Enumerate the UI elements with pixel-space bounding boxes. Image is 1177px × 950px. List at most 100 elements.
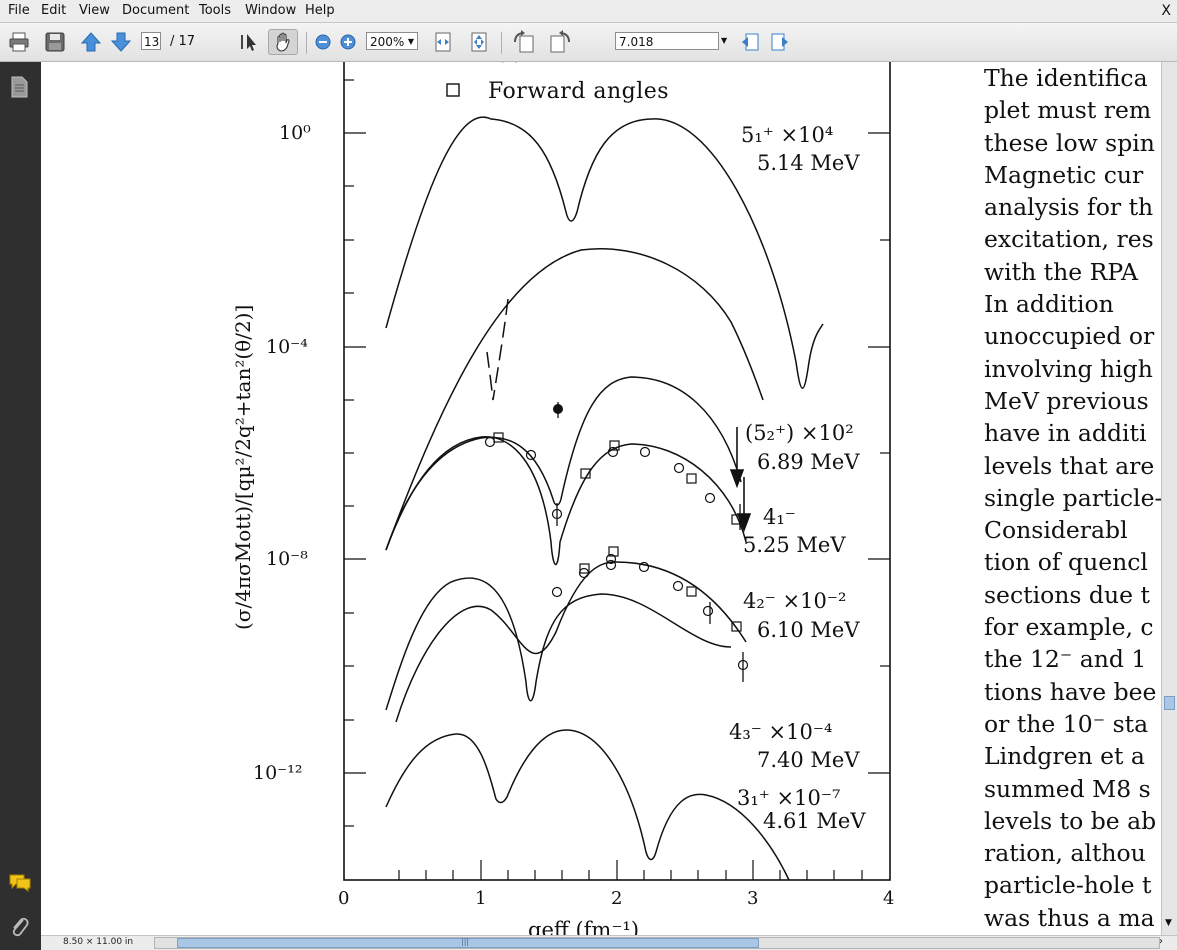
close-button[interactable]: X [1161, 3, 1171, 19]
text-line: sections due t [984, 580, 1150, 609]
search-input[interactable]: 7.018 [615, 32, 719, 50]
x-tick-label: 1 [475, 888, 486, 909]
figure: 10⁰ 10⁻⁴ 10⁻⁸ 10⁻¹² 0 1 2 3 4 qeff (fm⁻¹… [231, 62, 894, 935]
scroll-grip: ||| [461, 937, 470, 946]
curve-4-2-minus [385, 436, 747, 566]
menu-document[interactable]: Document [122, 3, 190, 18]
data-point-circle [704, 492, 716, 504]
rotate-right-button[interactable] [546, 29, 574, 55]
hand-tool-button[interactable] [268, 29, 298, 55]
find-next-icon [771, 33, 788, 51]
sidebar [0, 62, 41, 950]
zoom-out-button[interactable] [313, 29, 333, 55]
rotate-left-icon [514, 30, 534, 53]
curve-label-state: 4₁⁻ [763, 505, 796, 529]
data-point-circle [605, 559, 617, 571]
curve-label-energy: 6.10 MeV [757, 618, 860, 642]
curve-label-energy: 4.61 MeV [763, 809, 866, 833]
print-button[interactable] [6, 29, 32, 55]
data-point-circle [605, 553, 617, 565]
data-points [484, 432, 749, 671]
text-line: The identifica [984, 64, 1148, 92]
horizontal-scrollbar[interactable]: ||| [154, 937, 1160, 949]
text-line: levels that are [984, 451, 1155, 480]
data-point-circle [578, 567, 590, 579]
text-line: summed M8 s [984, 774, 1151, 803]
menu-view[interactable]: View [79, 3, 110, 18]
body-text-column: The identifica plet must rem these low s… [984, 62, 1161, 934]
curve-label-state: 4₃⁻ ×10⁻⁴ [729, 720, 832, 744]
select-tool-button[interactable] [236, 29, 262, 55]
data-point-circle [638, 561, 650, 573]
save-icon [45, 32, 65, 52]
text-line: Lindgren et a [984, 742, 1145, 771]
y-tick-marks [344, 79, 890, 827]
vertical-scrollbar[interactable]: ▼ [1161, 62, 1177, 935]
select-cursor-icon [241, 34, 256, 51]
zoom-out-icon [315, 34, 331, 50]
save-button[interactable] [42, 29, 68, 55]
menu-help[interactable]: Help [305, 3, 335, 18]
menu-bar: File Edit View Document Tools Window Hel… [0, 0, 1177, 23]
zoom-in-icon [340, 34, 356, 50]
fit-width-button[interactable] [431, 29, 455, 55]
find-previous-icon [742, 33, 759, 51]
zoom-select[interactable]: 200% ▼ [366, 32, 418, 50]
attachment-icon[interactable] [9, 914, 29, 938]
rotate-right-icon [550, 30, 570, 53]
document-page: 10⁰ 10⁻⁴ 10⁻⁸ 10⁻¹² 0 1 2 3 4 qeff (fm⁻¹… [41, 62, 1161, 935]
text-line: Magnetic cur [984, 160, 1144, 189]
curve-label-state: 4₂⁻ ×10⁻² [743, 589, 846, 613]
text-line: with the RPA [984, 257, 1138, 286]
menu-window[interactable]: Window [245, 3, 297, 18]
previous-page-button[interactable] [78, 29, 104, 55]
text-line: levels to be ab [984, 806, 1157, 835]
menu-tools[interactable]: Tools [199, 3, 232, 18]
curve-3-1-plus [385, 729, 790, 881]
curve-label-state: 5₁⁺ ×10⁴ [741, 123, 833, 147]
data-point-circle [702, 605, 714, 617]
zoom-value: 200% [370, 35, 405, 49]
search-dropdown-icon[interactable]: ▼ [721, 36, 728, 45]
legend-square-marker [446, 83, 460, 97]
find-previous-button[interactable] [738, 29, 762, 55]
scroll-down-icon[interactable]: ▼ [1165, 918, 1172, 928]
page-number-input[interactable]: 13 [141, 32, 161, 50]
y-tick-label: 10⁻⁸ [266, 548, 308, 570]
curve-4-3-minus-lower [385, 577, 732, 711]
menu-file[interactable]: File [8, 3, 30, 18]
text-line: tion of quencl [984, 548, 1148, 577]
y-axis-label: (σ/4πσMott)/[qμ²/2q²+tan²(θ/2)] [231, 305, 255, 630]
text-line: particle-hole t [984, 871, 1152, 900]
zoom-in-button[interactable] [338, 29, 358, 55]
document-icon[interactable] [9, 76, 29, 98]
next-page-button[interactable] [108, 29, 134, 55]
find-next-button[interactable] [768, 29, 792, 55]
comments-icon[interactable] [8, 873, 32, 893]
curve-label-energy: 5.25 MeV [743, 533, 846, 557]
rotate-left-button[interactable] [510, 29, 538, 55]
legend-label: Forward angles [488, 79, 669, 104]
vertical-scroll-thumb[interactable] [1164, 696, 1175, 710]
data-point-square [493, 432, 504, 443]
data-point-square [731, 621, 742, 632]
status-bar: 8.50 × 11.00 in ‹ ||| › [41, 935, 1177, 950]
hand-tool-icon [276, 32, 290, 52]
text-line: analysis for th [984, 193, 1154, 222]
fit-page-button[interactable] [467, 29, 491, 55]
horizontal-scroll-thumb[interactable]: ||| [177, 937, 759, 948]
curve-labels: 5₁⁺ ×10⁴ 5.14 MeV (5₂⁺) ×10² 6.89 MeV 4₁… [729, 123, 866, 833]
curve-label-energy: 6.89 MeV [757, 450, 860, 474]
scroll-right-icon[interactable]: › [1159, 936, 1163, 947]
data-point-circle [607, 446, 619, 458]
fit-page-icon [471, 32, 487, 52]
text-line: Considerabl [984, 516, 1128, 545]
text-line: tions have bee [984, 677, 1157, 706]
y-tick-label: 10⁰ [279, 122, 311, 144]
data-point-circle [525, 449, 537, 461]
x-tick-label: 0 [338, 888, 349, 909]
menu-edit[interactable]: Edit [41, 3, 67, 18]
x-tick-marks [398, 860, 863, 880]
text-line: for example, c [984, 613, 1154, 642]
curve-4-1-minus [385, 376, 742, 551]
